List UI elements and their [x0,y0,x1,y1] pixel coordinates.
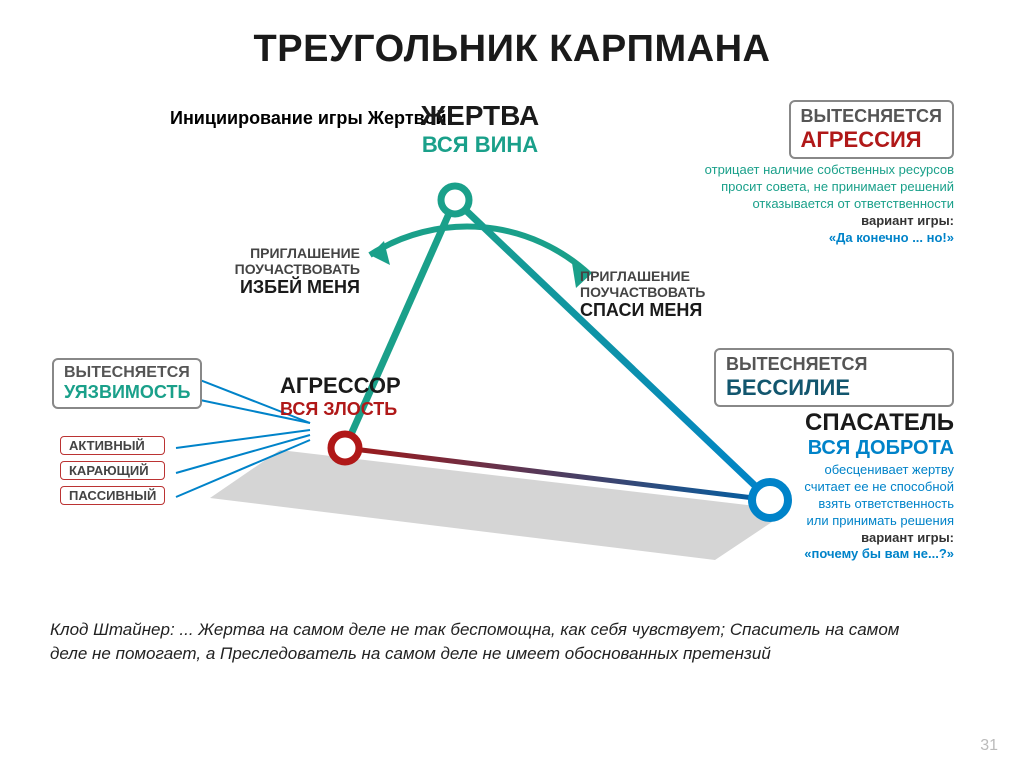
rescuer-desc3: взять ответственность [714,496,954,513]
rescuer-block: ВЫТЕСНЯЕТСЯ БЕССИЛИЕ СПАСАТЕЛЬ ВСЯ ДОБРО… [714,348,954,563]
aggressor-header: АГРЕССОР ВСЯ ЗЛОСТЬ [280,373,401,420]
page-title: ТРЕУГОЛЬНИК КАРПМАНА [0,0,1024,71]
type-punish: КАРАЮЩИЙ [60,461,165,480]
rescuer-name: СПАСАТЕЛЬ [714,409,954,437]
invite2-b: ПОУЧАСТВОВАТЬ [580,284,790,300]
invite-left: ПРИГЛАШЕНИЕ ПОУЧАСТВОВАТЬ ИЗБЕЙ МЕНЯ [180,245,360,298]
victim-box: ВЫТЕСНЯЕТСЯ АГРЕССИЯ [789,100,955,159]
aggressor-box-l1: ВЫТЕСНЯЕТСЯ [64,364,190,382]
invite1-b: ПОУЧАСТВОВАТЬ [180,261,360,277]
type-passive: ПАССИВНЫЙ [60,486,165,505]
victim-box-l1: ВЫТЕСНЯЕТСЯ [801,106,943,127]
rescuer-tag: ВСЯ ДОБРОТА [714,437,954,460]
victim-name: ЖЕРТВА [380,100,580,132]
aggressor-tag: ВСЯ ЗЛОСТЬ [280,399,401,420]
invite2-a: ПРИГЛАШЕНИЕ [580,268,790,284]
aggressor-box-l2: УЯЗВИМОСТЬ [64,382,190,403]
victim-game-l: вариант игры: [705,213,954,230]
rescuer-game-l: вариант игры: [714,530,954,547]
invite1-c: ИЗБЕЙ МЕНЯ [180,277,360,298]
page-number: 31 [980,737,998,755]
victim-desc2: просит совета, не принимает решений [705,179,954,196]
diagram-canvas: Инициирование игры Жертвой ЖЕРТВА ВСЯ ВИ… [50,100,974,660]
rescuer-game-q: «почему бы вам не...?» [714,546,954,563]
invite-right: ПРИГЛАШЕНИЕ ПОУЧАСТВОВАТЬ СПАСИ МЕНЯ [580,268,790,321]
type-active: АКТИВНЫЙ [60,436,165,455]
rescuer-desc2: считает ее не способной [714,479,954,496]
rescuer-box: ВЫТЕСНЯЕТСЯ БЕССИЛИЕ [714,348,954,407]
victim-desc1: отрицает наличие собственных ресурсов [705,162,954,179]
rescuer-desc4: или принимать решения [714,513,954,530]
invite2-c: СПАСИ МЕНЯ [580,300,790,321]
bottom-quote: Клод Штайнер: ... Жертва на самом деле н… [50,618,914,666]
victim-game-q: «Да конечно ... но!» [705,230,954,247]
aggressor-box: ВЫТЕСНЯЕТСЯ УЯЗВИМОСТЬ [52,358,202,409]
rescuer-desc1: обесценивает жертву [714,462,954,479]
victim-tag: ВСЯ ВИНА [380,132,580,158]
rescuer-desc: обесценивает жертву считает ее не способ… [714,462,954,563]
aggressor-name: АГРЕССОР [280,373,401,399]
victim-box-l2: АГРЕССИЯ [801,127,943,153]
rescuer-box-l2: БЕССИЛИЕ [726,375,942,401]
invite1-a: ПРИГЛАШЕНИЕ [180,245,360,261]
victim-desc3: отказывается от ответственности [705,196,954,213]
victim-header: ЖЕРТВА ВСЯ ВИНА [380,100,580,158]
rescuer-box-l1: ВЫТЕСНЯЕТСЯ [726,354,942,375]
victim-desc: отрицает наличие собственных ресурсов пр… [705,162,954,246]
aggressor-types: АКТИВНЫЙ КАРАЮЩИЙ ПАССИВНЫЙ [60,436,165,505]
